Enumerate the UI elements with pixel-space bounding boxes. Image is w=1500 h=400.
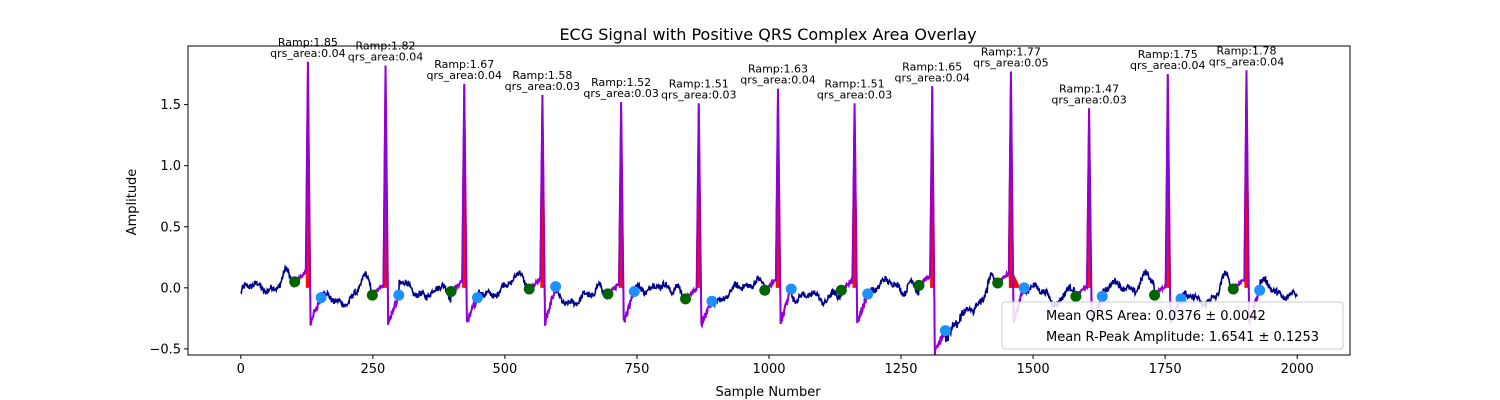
q-point-marker	[289, 276, 301, 288]
qrs-area-label: qrs_area:0.03	[505, 80, 580, 93]
q-point-marker	[602, 288, 614, 300]
qrs-area-label: qrs_area:0.03	[817, 88, 892, 101]
r-amp-label: Ramp:1.77	[981, 46, 1041, 59]
legend-entry: Mean R-Peak Amplitude: 1.6541 ± 0.1253	[1046, 330, 1319, 345]
plot-inner	[240, 61, 1298, 355]
r-amp-label: Ramp:1.82	[356, 40, 416, 53]
qrs-area-label: qrs_area:0.05	[973, 57, 1048, 70]
s-point-marker	[628, 285, 640, 297]
chart-title: ECG Signal with Positive QRS Complex Are…	[559, 25, 976, 44]
x-tick-label: 1250	[884, 362, 917, 377]
y-tick-label: 0.5	[160, 220, 181, 235]
qrs-segment-line	[528, 94, 557, 326]
y-tick-label: −0.5	[149, 342, 181, 357]
r-amp-label: Ramp:1.51	[669, 77, 729, 90]
s-point-marker	[315, 292, 327, 304]
x-tick-label: 1750	[1149, 362, 1182, 377]
qrs-segment-line	[840, 103, 869, 324]
r-amp-label: Ramp:1.85	[278, 36, 338, 49]
qrs-area-label: qrs_area:0.04	[270, 47, 345, 60]
q-point-marker	[445, 285, 457, 297]
r-amp-label: Ramp:1.65	[902, 60, 962, 73]
s-point-marker	[1096, 290, 1108, 302]
plot-area	[187, 45, 1351, 356]
s-point-marker	[550, 281, 562, 293]
r-amp-label: Ramp:1.51	[825, 77, 885, 90]
s-point-marker	[471, 292, 483, 304]
legend: Mean QRS Area: 0.0376 ± 0.0042 Mean R-Pea…	[1001, 301, 1344, 350]
qrs-segment-line	[606, 102, 636, 323]
axis-ticks: 0 250 500 750 1000 1250 1500 1750 2000 −0.5 0.0 0.5…	[149, 98, 1313, 377]
qrs-area-label: qrs_area:0.04	[1209, 55, 1284, 68]
qrs-area-label: qrs_area:0.04	[894, 71, 969, 84]
s-point-marker	[785, 283, 797, 295]
qrs-area-label: qrs_area:0.04	[427, 69, 502, 82]
qrs-segment-line	[684, 103, 713, 330]
q-point-marker	[366, 289, 378, 301]
y-tick-label: 1.0	[160, 159, 181, 174]
x-axis-title: Sample Number	[715, 385, 821, 400]
beat-annotations: Ramp:1.85qrs_area:0.04Ramp:1.82qrs_area:…	[270, 36, 1284, 106]
qrs-area-label: qrs_area:0.04	[348, 51, 423, 64]
q-point-marker	[523, 283, 535, 295]
qrs-segment-line	[294, 61, 323, 326]
x-tick-label: 1000	[752, 362, 785, 377]
r-amp-label: Ramp:1.63	[748, 63, 808, 76]
x-tick-label: 1500	[1017, 362, 1050, 377]
legend-box	[1001, 301, 1344, 350]
qrs-area-label: qrs_area:0.03	[583, 87, 658, 100]
qrs-segment-line	[450, 83, 479, 323]
q-point-marker	[1070, 290, 1082, 302]
y-axis-title: Amplitude	[125, 169, 140, 236]
s-point-marker	[862, 288, 874, 300]
qrs-area-label: qrs_area:0.03	[1051, 93, 1126, 106]
s-point-marker	[1254, 284, 1266, 296]
legend-entry: Mean QRS Area: 0.0376 ± 0.0042	[1046, 309, 1266, 324]
x-tick-label: 750	[625, 362, 650, 377]
q-point-marker	[835, 284, 847, 296]
y-tick-label: 1.5	[160, 98, 181, 113]
s-point-marker	[393, 289, 405, 301]
r-amp-label: Ramp:1.58	[512, 69, 572, 82]
q-point-marker	[680, 293, 692, 305]
r-amp-label: Ramp:1.75	[1138, 48, 1198, 61]
x-tick-label: 0	[237, 362, 245, 377]
q-point-marker	[992, 277, 1004, 289]
r-amp-label: Ramp:1.47	[1059, 82, 1119, 95]
qrs-area-label: qrs_area:0.04	[740, 74, 815, 87]
qrs-segment-line	[371, 65, 400, 325]
x-tick-label: 500	[492, 362, 517, 377]
qrs-area-label: qrs_area:0.03	[661, 88, 736, 101]
r-amp-label: Ramp:1.67	[434, 58, 494, 71]
s-point-marker	[706, 295, 718, 307]
s-point-marker	[1018, 282, 1030, 294]
qrs-area-fill-large	[1009, 268, 1021, 288]
qrs-area-label: qrs_area:0.04	[1130, 59, 1205, 72]
x-tick-label: 250	[360, 362, 385, 377]
x-tick-label: 2000	[1281, 362, 1314, 377]
r-amp-label: Ramp:1.52	[591, 76, 651, 89]
qrs-segment-line	[763, 88, 793, 324]
s-point-marker	[939, 325, 951, 337]
r-amp-label: Ramp:1.78	[1216, 44, 1276, 57]
q-point-marker	[913, 279, 925, 291]
q-point-marker	[1149, 289, 1161, 301]
q-point-marker	[759, 284, 771, 296]
q-point-marker	[1227, 283, 1239, 295]
qrs-segment-line	[1232, 70, 1261, 324]
y-tick-label: 0.0	[160, 281, 181, 296]
qrs-segment-line	[918, 86, 947, 355]
